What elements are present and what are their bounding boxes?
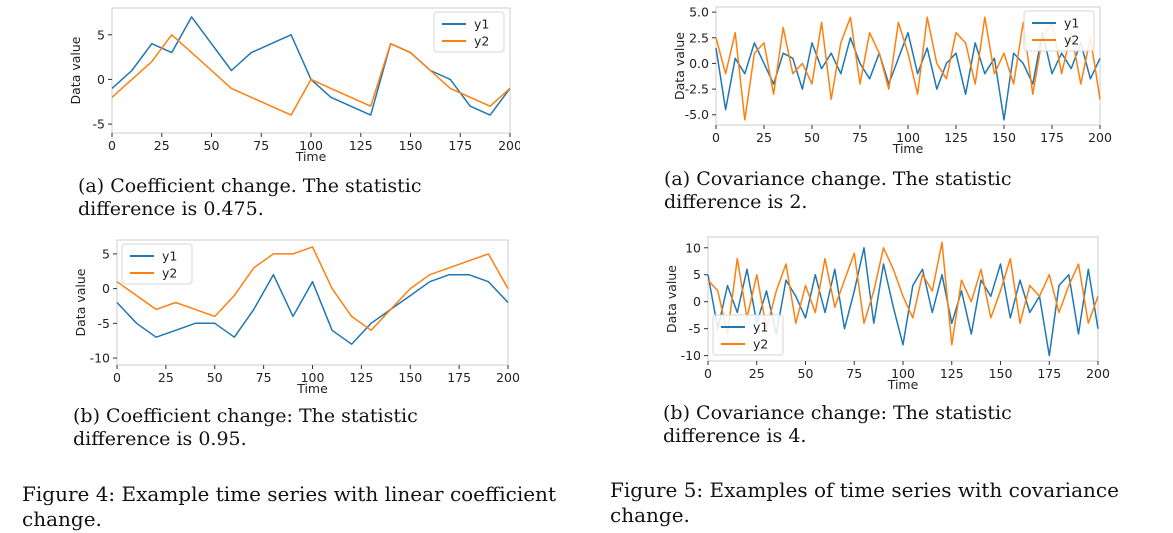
- chart-5a: 0 25 50 75 100 125 150 175 200 -5.0 -2.5 0.0 2.5 5.0 T…: [672, 5, 1112, 156]
- x-tick-label: 50: [804, 130, 820, 145]
- x-tick-label: 25: [756, 130, 772, 145]
- y-tick-label: -10: [681, 348, 701, 363]
- legend-box: [1023, 10, 1095, 52]
- x-tick-label: 25: [749, 366, 765, 381]
- y-tick-label: -5: [98, 316, 110, 331]
- x-tick-label: 150: [989, 366, 1013, 381]
- series-line-y1: [116, 273, 509, 345]
- y-tick-label: 0: [693, 294, 701, 309]
- y-axis-label: Data value: [664, 265, 679, 333]
- x-tick-label: 200: [498, 138, 520, 153]
- x-axis-label: Time: [892, 141, 924, 156]
- x-axis-label: Time: [295, 149, 327, 164]
- x-tick-label: 175: [1040, 130, 1064, 145]
- x-tick-label: 175: [447, 370, 471, 385]
- caption-fig4b: (b) Coefficient change: The statistic di…: [73, 405, 418, 450]
- x-tick-label: 0: [704, 366, 712, 381]
- legend-label-y2: y2: [753, 337, 768, 352]
- series-line-y2: [116, 246, 509, 332]
- x-tick-label: 150: [992, 130, 1016, 145]
- caption-fig5b: (b) Covariance change: The statistic dif…: [663, 402, 1012, 447]
- x-tick-label: 100: [299, 138, 323, 153]
- y-axis-label: Data value: [73, 268, 88, 336]
- y-axis-label: Data value: [672, 32, 687, 100]
- y-tick-label: 5: [97, 27, 105, 42]
- caption-fig5a: (a) Covariance change. The statistic dif…: [664, 168, 1012, 213]
- x-tick-label: 75: [846, 366, 862, 381]
- legend-label-y1: y1: [474, 17, 489, 32]
- legend-label-y2: y2: [474, 34, 489, 49]
- x-tick-label: 150: [398, 370, 422, 385]
- y-tick-label: -5: [93, 117, 105, 132]
- x-tick-label: 175: [448, 138, 472, 153]
- y-tick-label: 10: [685, 240, 701, 255]
- x-axis-label: Time: [887, 377, 919, 392]
- caption-fig4a: (a) Coefficient change. The statistic di…: [78, 175, 422, 220]
- y-tick-label: -5: [689, 321, 701, 336]
- x-tick-label: 0: [113, 370, 121, 385]
- legend-label-y2: y2: [162, 266, 177, 281]
- x-tick-label: 25: [158, 370, 174, 385]
- y-axis-label: Data value: [68, 36, 83, 104]
- legend-box: [121, 243, 193, 285]
- x-tick-label: 125: [944, 130, 968, 145]
- x-tick-label: 125: [940, 366, 964, 381]
- legend-label-y1: y1: [162, 249, 177, 264]
- caption-figure-4: Figure 4: Example time series with linea…: [22, 482, 556, 531]
- y-tick-label: 0: [97, 72, 105, 87]
- x-tick-label: 50: [204, 138, 220, 153]
- x-tick-label: 75: [253, 138, 269, 153]
- x-tick-label: 50: [798, 366, 814, 381]
- x-tick-label: 125: [349, 370, 373, 385]
- legend-label-y2: y2: [1064, 33, 1079, 48]
- series-line-y2: [111, 34, 511, 116]
- y-tick-label: 0: [102, 281, 110, 296]
- y-tick-label: 5: [693, 267, 701, 282]
- x-tick-label: 100: [301, 370, 325, 385]
- legend-label-y1: y1: [753, 320, 768, 335]
- x-tick-label: 75: [256, 370, 272, 385]
- y-tick-label: 0.0: [689, 56, 709, 71]
- x-tick-label: 0: [108, 138, 116, 153]
- y-tick-label: 2.5: [689, 30, 709, 45]
- legend-box: [433, 11, 505, 53]
- x-tick-label: 150: [399, 138, 423, 153]
- x-axis-label: Time: [296, 381, 328, 396]
- y-tick-label: 5: [102, 246, 110, 261]
- y-tick-label: 5.0: [689, 5, 709, 20]
- y-tick-label: -5.0: [685, 107, 709, 122]
- legend-box: [712, 314, 784, 356]
- y-tick-label: -10: [90, 351, 110, 366]
- x-tick-label: 50: [207, 370, 223, 385]
- chart-5b: 0 25 50 75 100 125 150 175 200 -10 -5 0 5 10 Time Data …: [664, 236, 1110, 392]
- x-tick-label: 175: [1037, 366, 1061, 381]
- x-tick-label: 200: [1086, 366, 1110, 381]
- x-tick-label: 125: [349, 138, 373, 153]
- series-line-y1: [715, 31, 1101, 121]
- series-line-y2: [707, 241, 1099, 346]
- chart-4b: 0 25 50 75 100 125 150 175 200 -10 -5 0 5 Time Data va…: [73, 239, 520, 396]
- caption-figure-5: Figure 5: Examples of time series with c…: [610, 478, 1119, 527]
- series-line-y2: [715, 16, 1101, 121]
- x-tick-label: 25: [154, 138, 170, 153]
- y-tick-label: -2.5: [685, 82, 709, 97]
- legend-label-y1: y1: [1064, 16, 1079, 31]
- x-tick-label: 100: [896, 130, 920, 145]
- x-tick-label: 200: [1088, 130, 1112, 145]
- x-tick-label: 0: [712, 130, 720, 145]
- x-tick-label: 200: [496, 370, 520, 385]
- x-tick-label: 75: [852, 130, 868, 145]
- x-tick-label: 100: [891, 366, 915, 381]
